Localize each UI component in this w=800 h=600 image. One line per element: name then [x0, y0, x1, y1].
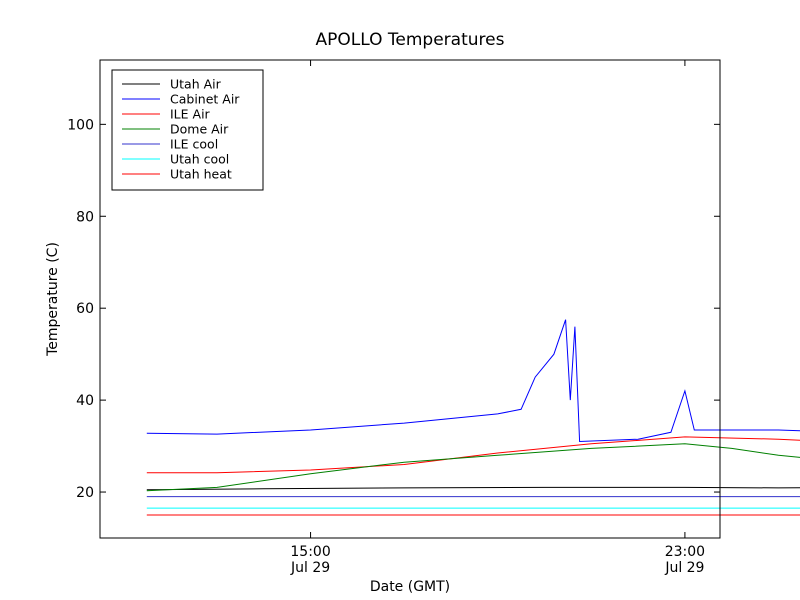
legend-label: Utah cool	[170, 152, 229, 167]
series-line-2	[146, 436, 800, 474]
series-line-0	[146, 486, 800, 491]
y-tick-label: 80	[76, 209, 94, 225]
y-tick-label: 40	[76, 393, 94, 409]
chart-title: APOLLO Temperatures	[316, 30, 505, 50]
series-line-1	[146, 319, 800, 443]
legend-label: Utah Air	[170, 77, 222, 92]
x-tick-label-date: Jul 29	[664, 560, 704, 576]
y-tick-label: 20	[76, 485, 94, 501]
legend-label: ILE cool	[170, 137, 218, 152]
x-tick-label-date: Jul 29	[290, 560, 330, 576]
series-line-3	[146, 443, 800, 492]
y-axis: 20 40 60 80 100	[67, 117, 720, 501]
y-tick-label: 100	[67, 117, 94, 133]
legend-label: Utah heat	[170, 167, 232, 182]
x-tick-label-time: 15:00	[290, 544, 330, 560]
legend-label: Cabinet Air	[170, 92, 240, 107]
y-tick-label: 60	[76, 301, 94, 317]
legend-label: Dome Air	[170, 122, 229, 137]
legend-frame	[111, 69, 264, 191]
legend-label: ILE Air	[170, 107, 211, 122]
plot-frame	[99, 59, 721, 539]
series-layer	[146, 319, 800, 516]
y-axis-label: Temperature (C)	[45, 242, 61, 357]
x-tick-label-time: 23:00	[665, 544, 705, 560]
x-axis-label: Date (GMT)	[370, 579, 450, 595]
